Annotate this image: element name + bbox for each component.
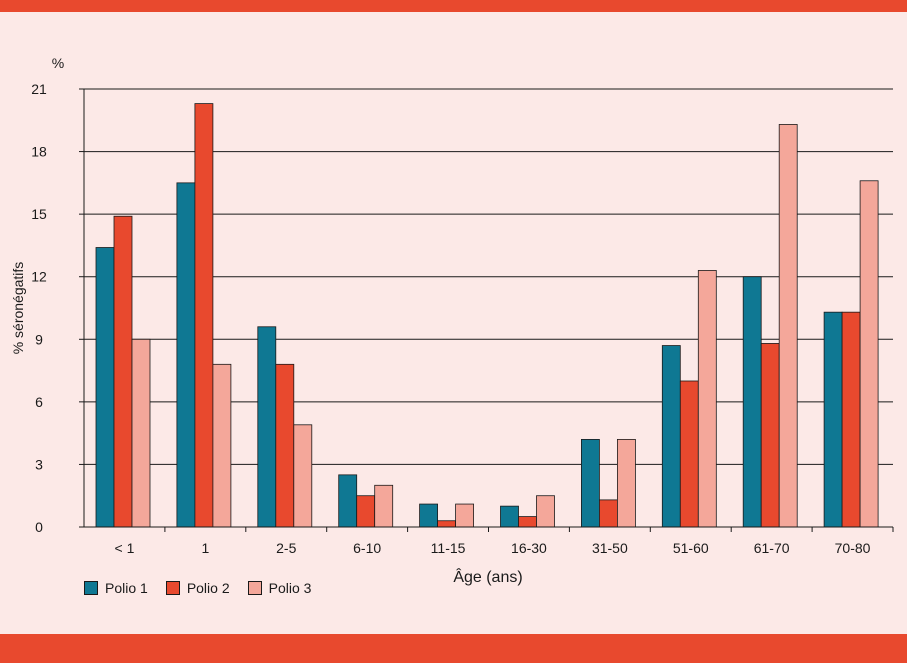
x-tick-label: 31-50	[592, 540, 628, 556]
x-tick-label: 51-60	[673, 540, 709, 556]
bar-polio-1-2	[257, 326, 277, 528]
legend: Polio 1 Polio 2 Polio 3	[84, 580, 329, 596]
bar-polio-3-6	[617, 438, 636, 528]
bar-polio-3-4	[455, 503, 475, 528]
bar-polio-3-1	[212, 363, 232, 528]
y-tick-label: 6	[35, 394, 43, 410]
x-tick-label: 70-80	[835, 540, 871, 556]
bar-polio-2-8	[760, 343, 780, 528]
bar-polio-3-2	[293, 424, 313, 528]
x-tick-label: 1	[201, 540, 209, 556]
bar-polio-1-1	[176, 182, 196, 528]
legend-label-polio-1: Polio 1	[105, 580, 148, 596]
y-tick-label: 0	[35, 519, 43, 535]
x-tick-labels: < 1 1 2-5 6-10 11-15 16-30 31-50 51-60 61-70 70-8…	[115, 527, 894, 556]
bar-chart: 0 3 6 9 12 15 18 21 < 1 1 2-5 6-10 11-15 16-30 31-50 5…	[10, 55, 894, 586]
legend-label-polio-3: Polio 3	[268, 580, 312, 596]
bar-polio-1-7	[661, 345, 681, 528]
bar-polio-1-6	[581, 438, 600, 528]
bar-polio-2-9	[841, 311, 861, 528]
y-tick-labels: 0 3 6 9 12 15 18 21	[31, 81, 84, 535]
legend-item-polio-3: Polio 3	[247, 580, 312, 596]
bar-polio-3-9	[859, 180, 879, 528]
legend-label-polio-2: Polio 2	[186, 580, 230, 596]
y-tick-label: 15	[31, 206, 47, 222]
y-axis-title: % séronégatifs	[10, 262, 26, 355]
bar-polio-3-0	[131, 338, 151, 528]
bar-polio-1-8	[742, 276, 762, 528]
legend-swatch-polio-3	[247, 581, 262, 595]
footer-band	[0, 634, 907, 663]
header-band	[0, 0, 907, 12]
y-unit-label: %	[52, 55, 64, 71]
y-tick-label: 9	[35, 331, 43, 347]
bar-polio-2-1	[194, 103, 214, 528]
bar-polio-2-3	[356, 495, 376, 528]
bar-polio-3-3	[374, 484, 394, 528]
legend-item-polio-2: Polio 2	[165, 580, 230, 596]
y-tick-label: 12	[31, 269, 47, 285]
bar-polio-2-7	[679, 380, 699, 528]
bar-polio-3-8	[778, 124, 798, 528]
y-tick-label: 3	[35, 456, 43, 472]
bar-polio-3-5	[536, 495, 555, 528]
legend-swatch-polio-2	[165, 581, 180, 595]
bar-polio-2-2	[275, 363, 295, 528]
bar-polio-2-5	[518, 516, 537, 528]
y-tick-label: 18	[31, 144, 47, 160]
legend-item-polio-1: Polio 1	[84, 580, 148, 596]
y-tick-label: 21	[31, 81, 47, 97]
x-tick-label: 11-15	[431, 540, 466, 556]
bars	[95, 103, 879, 528]
bar-polio-2-0	[113, 215, 133, 528]
bar-polio-3-7	[697, 270, 717, 528]
bar-polio-1-4	[419, 503, 439, 528]
x-tick-label: < 1	[115, 540, 135, 556]
bar-polio-1-3	[338, 474, 358, 528]
bar-polio-1-0	[95, 247, 115, 528]
x-tick-label: 16-30	[511, 540, 547, 556]
x-tick-label: 61-70	[754, 540, 790, 556]
bar-polio-1-5	[500, 505, 519, 528]
bar-polio-2-6	[599, 499, 618, 528]
x-tick-label: 6-10	[353, 540, 381, 556]
x-tick-label: 2-5	[276, 540, 296, 556]
x-axis-title: Âge (ans)	[453, 567, 522, 586]
bar-polio-2-4	[437, 520, 457, 528]
bar-polio-1-9	[823, 311, 843, 528]
legend-swatch-polio-1	[84, 581, 98, 595]
